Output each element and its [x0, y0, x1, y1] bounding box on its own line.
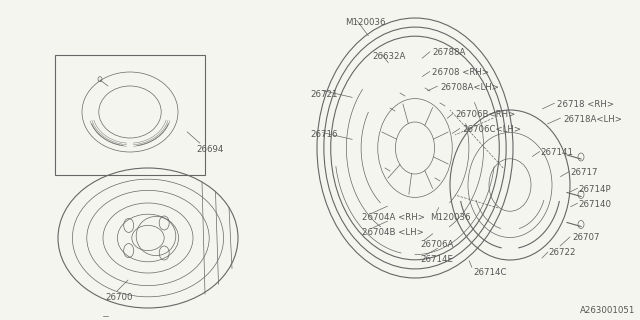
Text: 26694: 26694 — [196, 145, 223, 154]
Text: 26714E: 26714E — [420, 255, 453, 264]
Text: 26718 <RH>: 26718 <RH> — [557, 100, 614, 109]
Text: 26704B <LH>: 26704B <LH> — [362, 228, 424, 237]
Text: 26714C: 26714C — [473, 268, 506, 277]
Text: 26788A: 26788A — [432, 48, 465, 57]
Text: 26716: 26716 — [310, 130, 337, 139]
Text: 26707: 26707 — [572, 233, 600, 242]
Text: 26717: 26717 — [570, 168, 598, 177]
Text: 26706C<LH>: 26706C<LH> — [462, 125, 521, 134]
Text: 26721: 26721 — [310, 90, 337, 99]
Text: M120036: M120036 — [345, 18, 385, 27]
Text: 26718A<LH>: 26718A<LH> — [563, 115, 622, 124]
Text: 26708 <RH>: 26708 <RH> — [432, 68, 489, 77]
Text: 26708A<LH>: 26708A<LH> — [440, 83, 499, 92]
Text: 267141: 267141 — [540, 148, 573, 157]
Text: 26704A <RH>: 26704A <RH> — [362, 213, 425, 222]
Text: 26706A: 26706A — [420, 240, 453, 249]
Text: 26700: 26700 — [105, 293, 132, 302]
Text: M120036: M120036 — [430, 213, 470, 222]
Text: 26632A: 26632A — [372, 52, 405, 61]
Text: 26706B<RH>: 26706B<RH> — [455, 110, 515, 119]
Text: A263001051: A263001051 — [580, 306, 635, 315]
Bar — [55, 55, 205, 175]
Text: 26722: 26722 — [548, 248, 575, 257]
Text: 267140: 267140 — [578, 200, 611, 209]
Text: 26714P: 26714P — [578, 185, 611, 194]
